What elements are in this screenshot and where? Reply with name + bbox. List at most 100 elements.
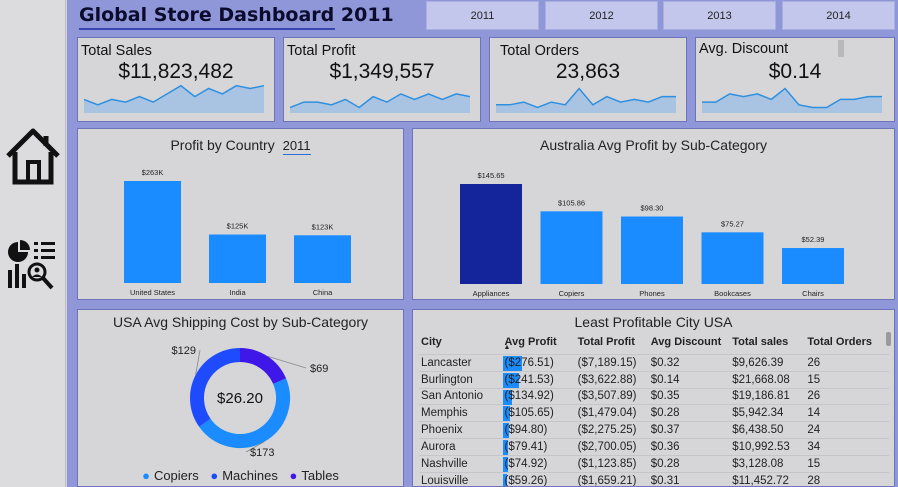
- year-button-2013[interactable]: 2013: [663, 1, 776, 30]
- cell-avg-profit: ($134.92): [502, 387, 576, 405]
- column-header-avg-discount[interactable]: Avg Discount: [650, 336, 722, 348]
- table-row[interactable]: Lancaster ($276.51) ($7,189.15) $0.32 $9,626…: [419, 354, 889, 372]
- cell-total-profit: ($7,189.15): [575, 354, 649, 372]
- cell-total-orders: 34: [805, 437, 889, 456]
- legend-item-machines[interactable]: ● Machines: [210, 468, 278, 483]
- column-header-total-orders[interactable]: Total Orders: [807, 336, 872, 348]
- kpi-value: $11,823,482: [118, 60, 234, 83]
- sparkline-area: [84, 85, 264, 113]
- column-header-city[interactable]: City: [421, 336, 442, 348]
- table-scrollbar[interactable]: [886, 332, 891, 346]
- cell-city: Lancaster: [419, 354, 503, 372]
- cell-total-orders: 14: [805, 404, 889, 422]
- donut-center-value: $26.20: [217, 390, 263, 407]
- table-row[interactable]: Aurora ($79.41) ($2,700.05) $0.36 $10,992.53…: [419, 437, 889, 456]
- table-row[interactable]: Memphis ($105.65) ($1,479.04) $0.28 $5,942.3…: [419, 404, 889, 422]
- table-row[interactable]: Burlington ($241.53) ($3,622.88) $0.14 $21,6…: [419, 370, 889, 389]
- cell-total-sales: $11,452.72: [730, 471, 806, 486]
- table-row[interactable]: Nashville ($74.92) ($1,123.85) $0.28 $3,128.…: [419, 454, 889, 473]
- home-icon[interactable]: [4, 126, 62, 191]
- profit-by-country-chart: $263K United States $125K India $123K China: [124, 168, 351, 297]
- column-header-total-profit[interactable]: Total Profit: [577, 336, 635, 348]
- kpi-value: 23,863: [555, 60, 621, 83]
- australia-profit-card[interactable]: Australia Avg Profit by Sub-Category $14…: [412, 128, 895, 300]
- cell-total-sales: $9,626.39: [730, 354, 806, 372]
- kpi-value: $1,349,557: [329, 60, 435, 83]
- cell-total-sales: $5,942.34: [730, 404, 806, 422]
- cell-avg-profit: ($74.92): [502, 454, 576, 473]
- column-header-avg-profit[interactable]: Avg Profit ▲: [503, 336, 557, 351]
- kpi-value: $0.14: [768, 60, 822, 83]
- bar-appliances: [460, 184, 522, 284]
- kpi-label: Total Sales: [81, 43, 152, 59]
- avg-profit-value: ($94.80): [504, 424, 548, 437]
- cell-total-sales: $10,992.53: [730, 437, 806, 456]
- data-label: $125K: [227, 222, 249, 231]
- donut-slice-tables: [239, 348, 287, 385]
- sort-ascending-icon: ▲: [503, 344, 511, 351]
- data-label: $145.65: [477, 171, 504, 180]
- avg-profit-value: ($276.51): [504, 356, 554, 369]
- report-icon[interactable]: [4, 238, 62, 297]
- kpi-card-total-orders[interactable]: Total Orders 23,863: [489, 37, 687, 122]
- table-row[interactable]: Phoenix ($94.80) ($2,275.25) $0.37 $6,438.50…: [419, 421, 889, 439]
- sparkline-line: [84, 84, 265, 106]
- chart-title: Profit by Country 2011: [170, 137, 311, 155]
- profit-by-country-card[interactable]: Profit by Country 2011 $263K United State…: [77, 128, 404, 300]
- slice-label: $173: [250, 447, 274, 459]
- table-row[interactable]: Louisville ($59.26) ($1,659.21) $0.31 $11,45…: [419, 471, 889, 487]
- cell-city: Burlington: [419, 370, 503, 389]
- sparkline-area: [496, 88, 676, 113]
- year-button-2014[interactable]: 2014: [782, 1, 895, 30]
- kpi-card-total-profit[interactable]: Total Profit $1,349,557: [283, 37, 481, 122]
- category-label: Copiers: [559, 289, 585, 298]
- year-button-2012[interactable]: 2012: [545, 1, 658, 30]
- cell-avg-profit: ($79.41): [502, 437, 576, 456]
- cell-avg-discount: $0.36: [648, 437, 731, 456]
- avg-profit-value: ($74.92): [504, 457, 548, 470]
- avg-profit-databar: [502, 439, 508, 455]
- data-label: $263K: [142, 168, 164, 177]
- cell-avg-profit: ($59.26): [502, 471, 576, 487]
- chart-title: Australia Avg Profit by Sub-Category: [540, 137, 767, 153]
- kpi-label: Total Orders: [500, 43, 579, 59]
- avg-profit-databar: [502, 456, 508, 472]
- cell-total-profit: ($1,123.85): [575, 454, 649, 473]
- cell-total-orders: 26: [805, 387, 889, 405]
- legend-item-tables[interactable]: ● Tables: [289, 468, 339, 483]
- kpi-card-avg-discount[interactable]: Avg. Discount $0.14: [695, 37, 895, 122]
- cell-city: Aurora: [419, 437, 503, 456]
- kpi-card-total-sales[interactable]: Total Sales $11,823,482: [77, 37, 275, 122]
- scrollbar[interactable]: [838, 40, 844, 57]
- kpi-label: Total Profit: [287, 43, 356, 59]
- cell-avg-discount: $0.28: [648, 454, 731, 473]
- category-label: China: [313, 288, 333, 297]
- avg-profit-value: ($79.41): [504, 440, 548, 453]
- slice-label: $129: [172, 345, 196, 357]
- category-label: Chairs: [802, 289, 824, 298]
- year-button-2011[interactable]: 2011: [426, 1, 539, 30]
- cell-city: Memphis: [419, 404, 503, 422]
- category-label: United States: [130, 288, 175, 297]
- cell-avg-discount: $0.37: [648, 421, 731, 439]
- avg-profit-value: ($241.53): [504, 373, 554, 386]
- cell-avg-profit: ($94.80): [502, 421, 576, 439]
- least-profitable-card[interactable]: Least Profitable City USA City Avg Profi…: [412, 309, 895, 487]
- avg-profit-databar: [502, 473, 507, 486]
- leader-line: [267, 355, 307, 369]
- cell-city: Louisville: [419, 471, 503, 486]
- legend-item-copiers[interactable]: ● Copiers: [142, 468, 199, 483]
- header-bar: Global Store Dashboard 2011 2011 2012 20…: [67, 0, 898, 34]
- column-header-total-sales[interactable]: Total sales: [732, 336, 789, 348]
- cell-avg-discount: $0.32: [648, 354, 731, 372]
- usa-shipping-card[interactable]: USA Avg Shipping Cost by Sub-Category $6…: [77, 309, 404, 487]
- donut-slice-machines: [190, 348, 241, 427]
- chart-legend: ● Copiers ● Machines ● Tables: [78, 468, 403, 483]
- bar-bookcases: [701, 232, 764, 284]
- cell-avg-discount: $0.14: [648, 370, 731, 389]
- avg-profit-value: ($59.26): [504, 474, 548, 487]
- avg-profit-value: ($105.65): [504, 407, 554, 420]
- table-title: Least Profitable City USA: [574, 314, 733, 330]
- table-row[interactable]: San Antonio ($134.92) ($3,507.89) $0.35 $19,…: [419, 387, 889, 405]
- cell-city: San Antonio: [419, 387, 503, 405]
